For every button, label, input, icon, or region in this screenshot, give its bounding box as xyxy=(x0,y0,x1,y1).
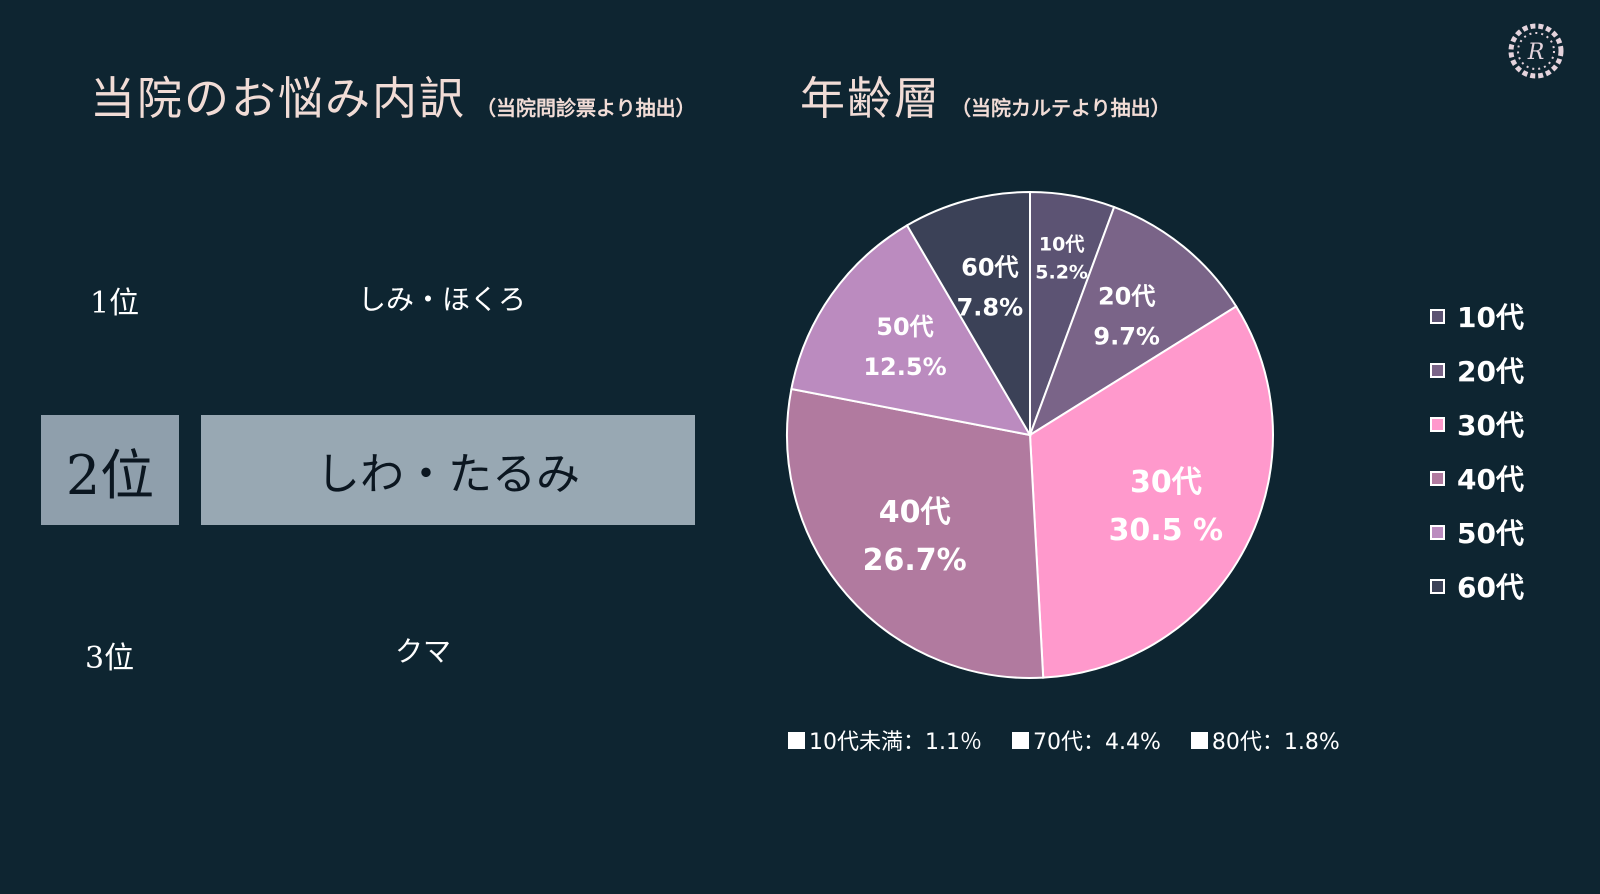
right-title: 年齢層 xyxy=(800,72,942,125)
right-title-group: 年齢層 （当院カルテより抽出） xyxy=(800,62,1171,127)
legend-label: 20代 xyxy=(1457,355,1524,388)
pie-label-10代: 10代 xyxy=(1039,234,1084,256)
rank-3-item: クマ xyxy=(395,635,452,668)
rank-2-bar: しわ・たるみ xyxy=(201,415,695,525)
other-ages-notes: 10代未満：1.1％ 70代：4.4% 80代：1.8% xyxy=(788,724,1340,756)
note-square-icon xyxy=(1011,731,1029,749)
pie-slice-50代 xyxy=(790,224,1032,437)
chart-legend: 10代 20代 30代 40代 50代 60代 xyxy=(1430,296,1524,606)
legend-swatch xyxy=(1430,416,1445,432)
note-80s-label: 80代：1.8% xyxy=(1211,730,1340,755)
left-title-group: 当院のお悩み内訳 （当院問診票より抽出） xyxy=(90,62,696,127)
rank-2-item: しわ・たるみ xyxy=(316,449,580,500)
legend-label: 40代 xyxy=(1457,463,1524,496)
note-70s: 70代：4.4% xyxy=(1011,724,1161,756)
legend-item-40代: 40代 xyxy=(1430,458,1524,498)
legend-swatch xyxy=(1430,578,1445,594)
pie-slice-30代 xyxy=(1028,305,1274,679)
pie-value-40代: 26.7% xyxy=(863,543,967,578)
note-under10: 10代未満：1.1％ xyxy=(788,724,982,756)
right-subtitle: （当院カルテより抽出） xyxy=(951,96,1171,120)
clinic-logo: R xyxy=(1505,20,1567,82)
legend-swatch xyxy=(1430,524,1445,540)
legend-label: 30代 xyxy=(1457,409,1524,442)
left-title: 当院のお悩み内訳 xyxy=(90,72,467,125)
rank-1-item: しみ・ほくろ xyxy=(358,283,527,316)
legend-swatch xyxy=(1430,362,1445,378)
legend-label: 10代 xyxy=(1457,301,1524,334)
pie-value-20代: 9.7% xyxy=(1093,323,1160,351)
age-pie-chart: 10代 5.2% 20代 9.7% 30代 30.5 % 40代 26.7% 50代 12.5% 6… xyxy=(786,190,1274,680)
legend-swatch xyxy=(1430,470,1445,486)
legend-label: 60代 xyxy=(1457,571,1524,604)
legend-item-50代: 50代 xyxy=(1430,512,1524,552)
legend-label: 50代 xyxy=(1457,517,1524,550)
legend-swatch xyxy=(1430,308,1445,324)
pie-label-60代: 60代 xyxy=(961,254,1018,282)
floral-wreath-logo-icon: R xyxy=(1508,23,1564,79)
note-80s: 80代：1.8% xyxy=(1190,724,1340,756)
pie-value-50代: 12.5% xyxy=(863,353,946,381)
pie-label-50代: 50代 xyxy=(876,313,933,341)
note-under10-label: 10代未満：1.1％ xyxy=(809,730,982,755)
legend-item-60代: 60代 xyxy=(1430,566,1524,606)
note-square-icon xyxy=(788,731,805,749)
legend-item-30代: 30代 xyxy=(1430,404,1524,444)
rank-1-label: 1位 xyxy=(90,286,140,321)
note-square-icon xyxy=(1190,731,1208,749)
rank-2-label: 2位 xyxy=(65,443,155,507)
legend-item-20代: 20代 xyxy=(1430,350,1524,390)
note-70s-label: 70代：4.4% xyxy=(1032,730,1161,755)
legend-item-10代: 10代 xyxy=(1430,296,1524,336)
pie-label-30代: 30代 xyxy=(1130,465,1202,500)
rank-2-badge: 2位 xyxy=(41,415,179,525)
pie-label-40代: 40代 xyxy=(879,495,951,530)
pie-value-60代: 7.8% xyxy=(957,294,1024,322)
rank-3-label: 3位 xyxy=(85,641,135,676)
pie-value-10代: 5.2% xyxy=(1035,262,1088,284)
pie-label-20代: 20代 xyxy=(1098,283,1155,311)
pie-value-30代: 30.5 % xyxy=(1109,513,1224,548)
pie-slice-40代 xyxy=(786,387,1045,680)
left-subtitle: （当院問診票より抽出） xyxy=(476,96,696,120)
logo-letter: R xyxy=(1527,40,1545,65)
pie-slice-60代 xyxy=(905,190,1031,439)
pie-slice-20代 xyxy=(1028,205,1238,438)
